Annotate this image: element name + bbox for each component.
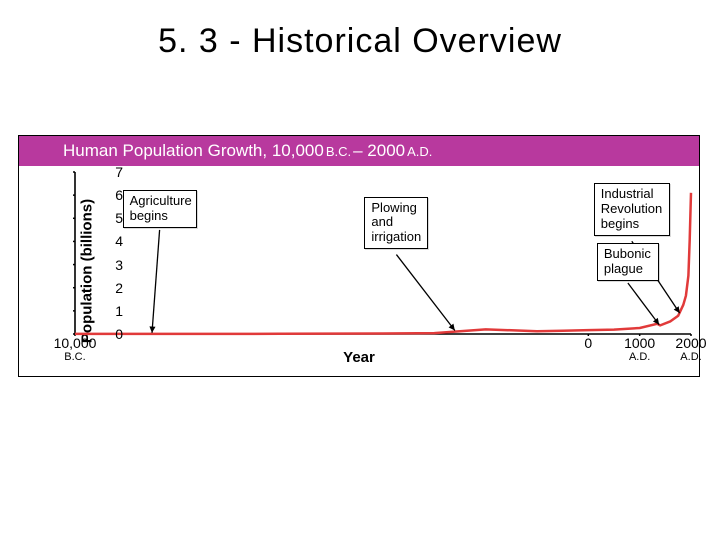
annotation-box: Agriculturebegins: [123, 190, 197, 228]
chart-title-part-1: B.C.: [324, 144, 353, 159]
chart-title-part-3: A.D.: [405, 144, 434, 159]
chart-header: Human Population Growth, 10,000 B.C. – 2…: [19, 136, 699, 166]
y-tick-label: 7: [109, 164, 123, 180]
y-tick-label: 4: [109, 233, 123, 249]
annotation-box: IndustrialRevolutionbegins: [594, 183, 670, 236]
annotation-box: Bubonicplague: [597, 243, 659, 281]
x-tick-label: 0: [584, 336, 592, 351]
x-axis-label: Year: [343, 349, 375, 366]
x-tick-label: 10,000B.C.: [54, 336, 97, 363]
x-tick-label: 1000A.D.: [624, 336, 655, 363]
chart-title-part-0: Human Population Growth, 10,000: [63, 141, 324, 161]
plot-area: 0123456710,000B.C.01000A.D.2000A.D.Agric…: [73, 170, 693, 336]
annotation-box: Plowingandirrigation: [364, 197, 428, 250]
y-tick-label: 2: [109, 280, 123, 296]
chart-title-part-2: – 2000: [353, 141, 405, 161]
page-title: 5. 3 - Historical Overview: [0, 0, 720, 61]
y-tick-label: 3: [109, 257, 123, 273]
y-tick-label: 1: [109, 303, 123, 319]
x-tick-label: 2000A.D.: [675, 336, 706, 363]
y-tick-label: 6: [109, 187, 123, 203]
population-chart: Human Population Growth, 10,000 B.C. – 2…: [18, 135, 700, 377]
y-tick-label: 0: [109, 326, 123, 342]
y-tick-label: 5: [109, 210, 123, 226]
chart-body: Population (billions) Year 0123456710,00…: [19, 166, 699, 376]
